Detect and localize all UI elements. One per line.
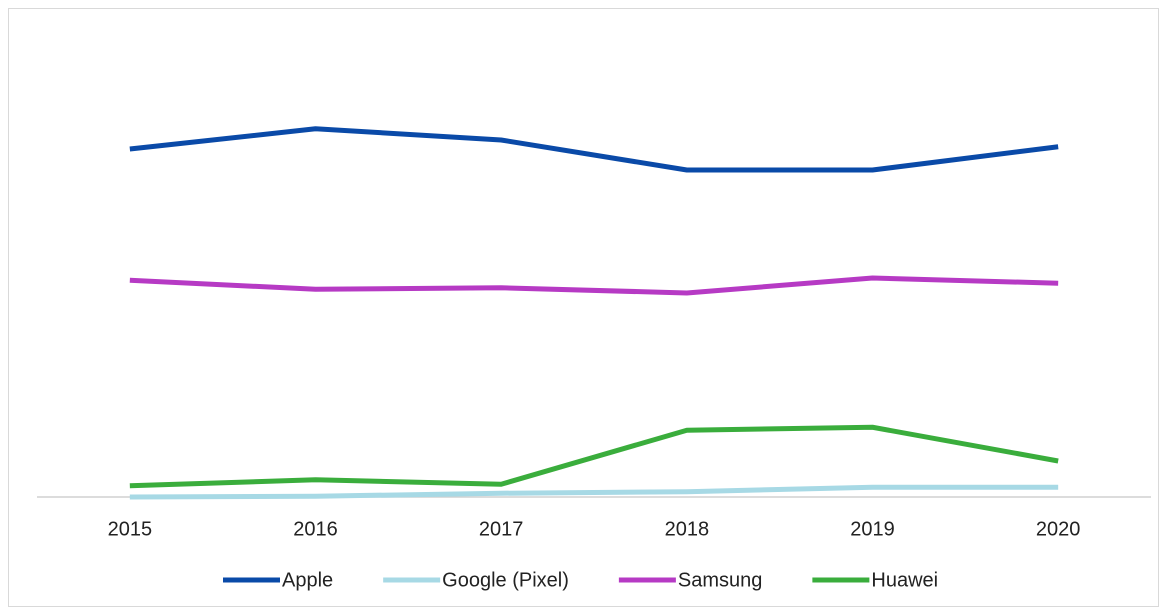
series-line	[129, 484, 1059, 500]
chart-frame	[8, 8, 1159, 607]
series-line	[129, 275, 1059, 296]
x-tick-label: 2019	[850, 518, 895, 540]
legend-label: Huawei	[871, 569, 938, 591]
x-tick-label: 2017	[479, 518, 524, 540]
x-tick-label: 2015	[108, 518, 153, 540]
legend-label: Apple	[282, 569, 333, 591]
legend-label: Google (Pixel)	[442, 569, 569, 591]
x-tick-label: 2018	[665, 518, 710, 540]
series-line	[129, 126, 1059, 173]
x-tick-label: 2020	[1036, 518, 1081, 540]
legend-label: Samsung	[678, 569, 763, 591]
x-tick-label: 2016	[293, 518, 338, 540]
series-line	[129, 424, 1059, 489]
